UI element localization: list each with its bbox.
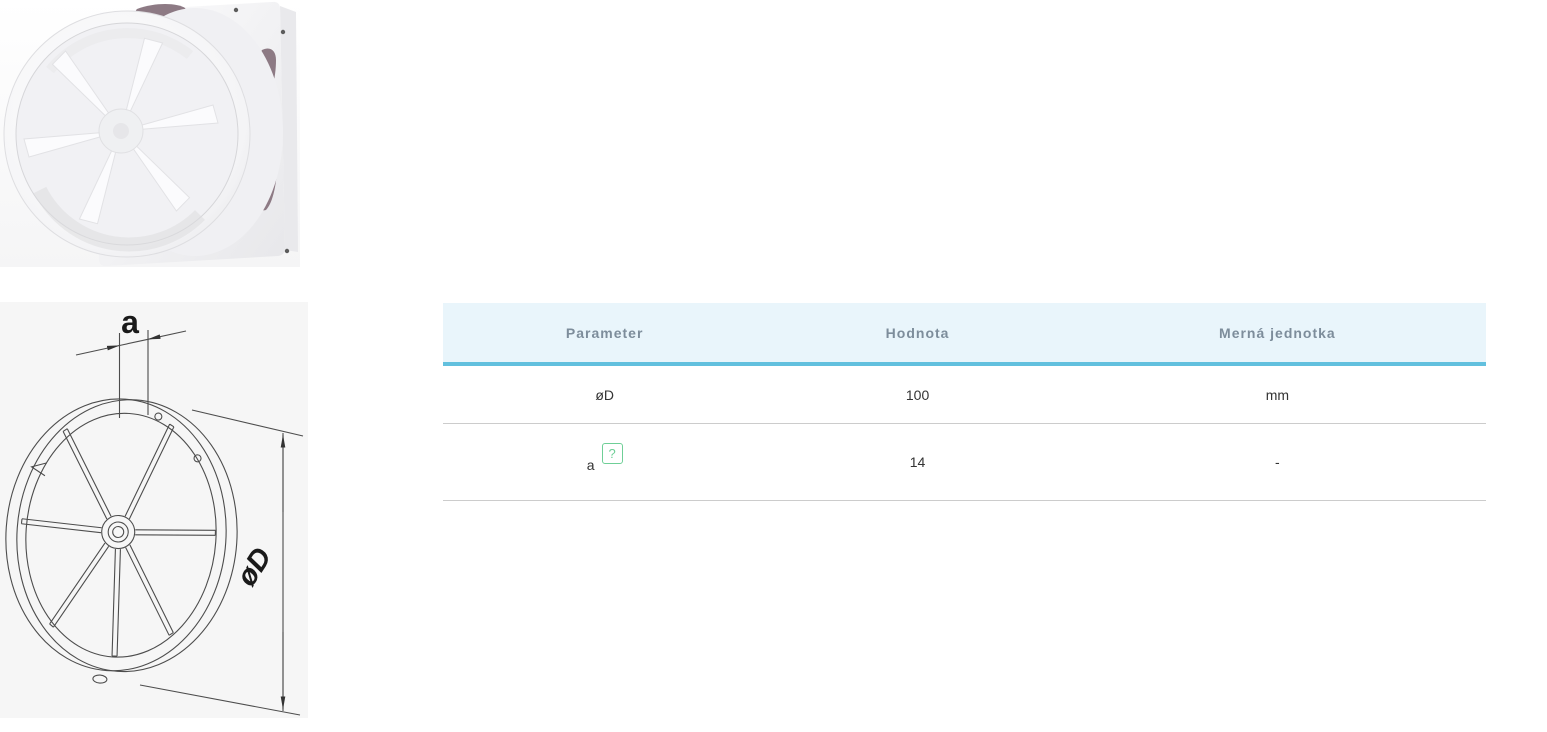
parameter-table: Parameter Hodnota Merná jednotka øD 100 …: [443, 303, 1486, 501]
header-unit: Merná jednotka: [1219, 324, 1336, 341]
header-parameter: Parameter: [565, 324, 644, 341]
unit-cell: -: [1275, 454, 1280, 470]
fan-struts: [23, 37, 219, 225]
value-cell: 14: [909, 454, 926, 470]
table-row: øD 100 mm: [443, 366, 1486, 424]
dimension-drawing: a øD: [0, 302, 308, 718]
dimension-d-label: øD: [231, 542, 279, 592]
dimension-a-label: a: [121, 304, 139, 340]
dimension-a: [75, 330, 187, 418]
help-tooltip-icon[interactable]: ?: [601, 442, 623, 464]
table-row: a ? 14 -: [443, 424, 1486, 501]
product-photo: [0, 0, 300, 267]
dimension-d: [139, 409, 304, 716]
unit-cell: mm: [1265, 386, 1290, 403]
fan-wheel-outline: [5, 398, 238, 684]
param-cell: øD: [595, 386, 614, 403]
header-value: Hodnota: [885, 324, 950, 341]
param-cell: a ?: [443, 442, 766, 473]
fan-photo-image: [0, 0, 300, 267]
value-cell: 100: [905, 386, 930, 403]
fan-wheel-drawing-image: a øD: [5, 304, 304, 716]
table-header-row: Parameter Hodnota Merná jednotka: [443, 303, 1486, 366]
param-label: a: [586, 456, 595, 473]
